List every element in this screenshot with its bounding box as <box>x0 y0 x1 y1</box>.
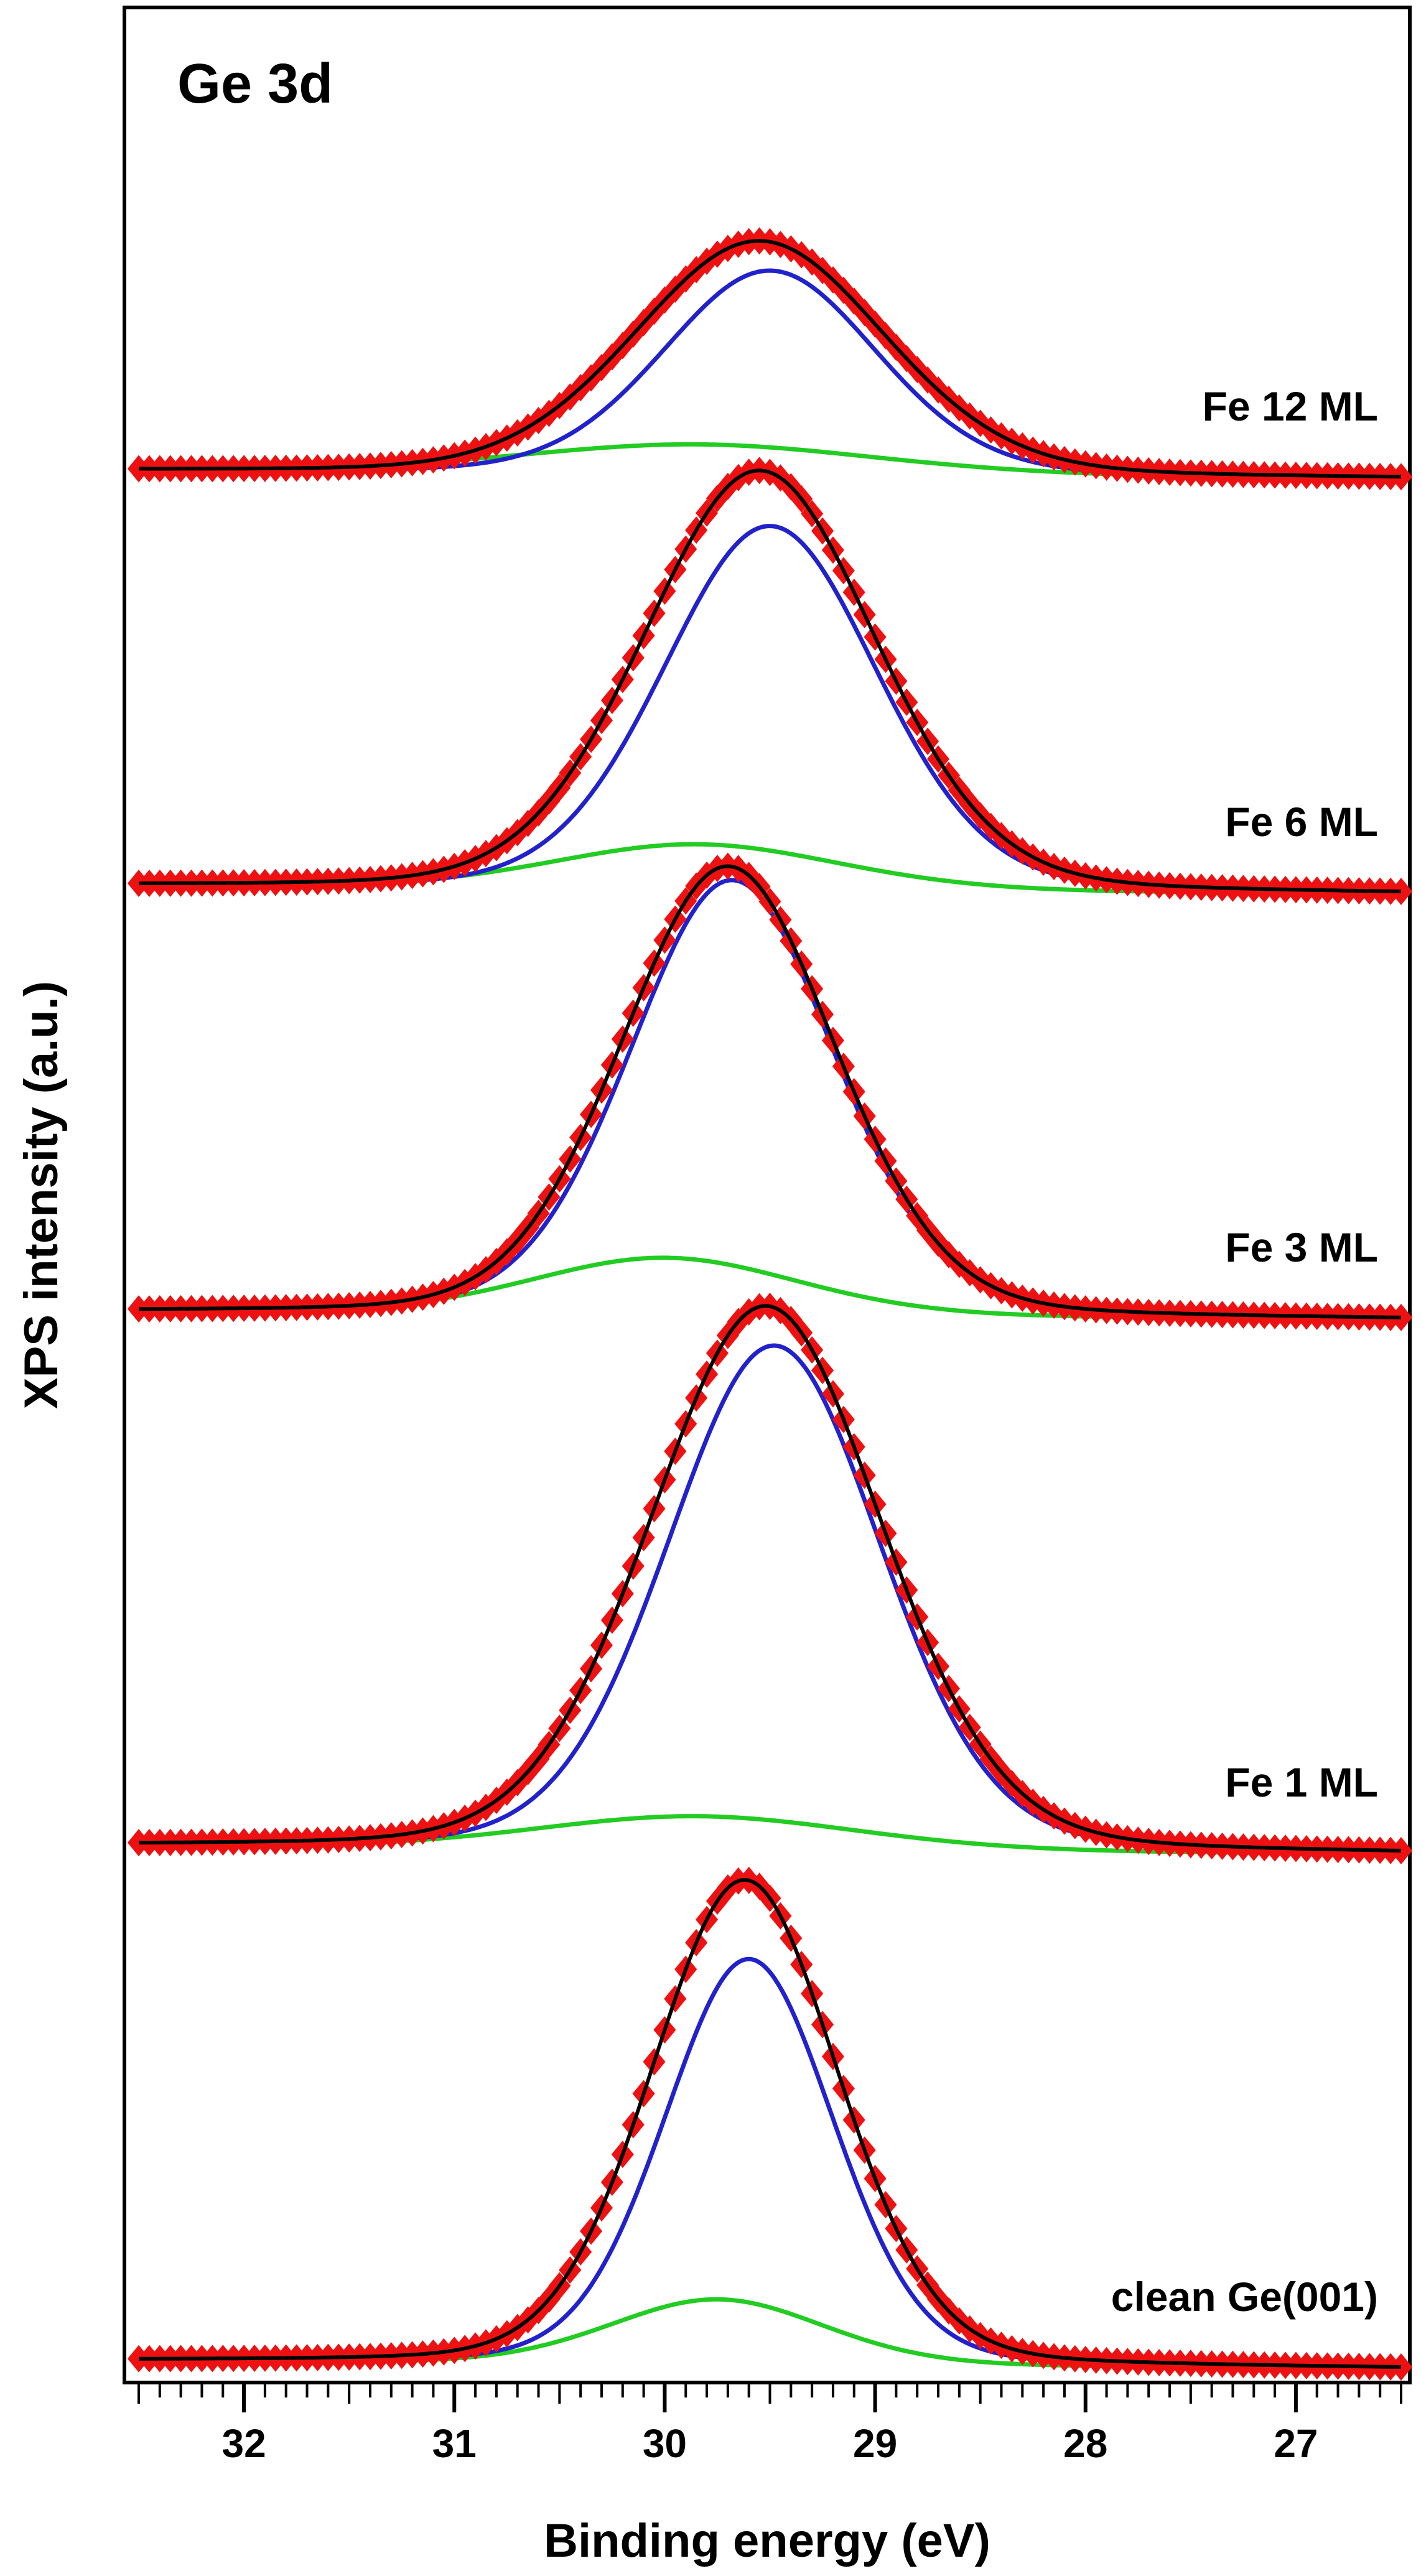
total-fit-line <box>139 239 1402 479</box>
x-axis-ticks: 32 31 30 29 28 27 <box>137 2383 1402 2466</box>
trace-group: Fe 1 ML <box>127 1292 1413 1864</box>
traces-layer: clean Ge(001) Fe 1 ML Fe 3 ML Fe 6 ML Fe 12 … <box>127 227 1413 2381</box>
trace-group: Fe 3 ML <box>127 852 1413 1331</box>
panel-title: Ge 3d <box>177 53 333 115</box>
x-tick-label: 27 <box>1274 2421 1318 2466</box>
x-tick-label: 30 <box>643 2421 687 2466</box>
plot-frame <box>123 6 1412 2384</box>
trace-group: Fe 12 ML <box>127 227 1413 491</box>
y-axis-label: XPS intensity (a.u.) <box>15 981 68 1409</box>
trace-label: Fe 6 ML <box>1225 799 1378 845</box>
trace-label: Fe 3 ML <box>1225 1224 1378 1270</box>
total-fit-line <box>139 1877 1402 2369</box>
x-tick-label: 31 <box>432 2421 477 2466</box>
x-tick-label: 29 <box>853 2421 897 2466</box>
total-fit-line <box>139 468 1401 893</box>
x-tick-label: 32 <box>221 2421 266 2466</box>
total-fit-line <box>139 864 1401 1319</box>
total-fit-line <box>139 1304 1402 1853</box>
trace-label: clean Ge(001) <box>1111 2274 1378 2320</box>
x-axis-label: Binding energy (eV) <box>544 2514 990 2567</box>
trace-label: Fe 12 ML <box>1203 383 1378 429</box>
trace-label: Fe 1 ML <box>1225 1759 1378 1805</box>
trace-group: clean Ge(001) <box>127 1866 1413 2381</box>
x-tick-label: 28 <box>1063 2421 1107 2466</box>
trace-group: Fe 6 ML <box>127 457 1413 906</box>
